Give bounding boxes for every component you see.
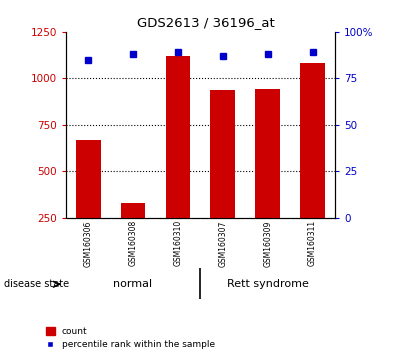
Legend: count, percentile rank within the sample: count, percentile rank within the sample [46,327,215,349]
Text: GSM160309: GSM160309 [263,220,272,267]
Bar [121,203,145,218]
Text: GDS2613 / 36196_at: GDS2613 / 36196_at [136,16,275,29]
Bar [76,140,101,218]
Text: GSM160311: GSM160311 [308,220,317,267]
Text: GSM160310: GSM160310 [173,220,182,267]
Bar [255,88,280,218]
Text: GSM160307: GSM160307 [218,220,227,267]
Text: disease state: disease state [4,279,69,289]
Text: normal: normal [113,279,152,289]
Bar [210,90,235,218]
Text: GSM160306: GSM160306 [84,220,93,267]
Text: Rett syndrome: Rett syndrome [227,279,309,289]
Bar [166,56,190,218]
Text: GSM160308: GSM160308 [129,220,138,267]
Bar [300,63,325,218]
